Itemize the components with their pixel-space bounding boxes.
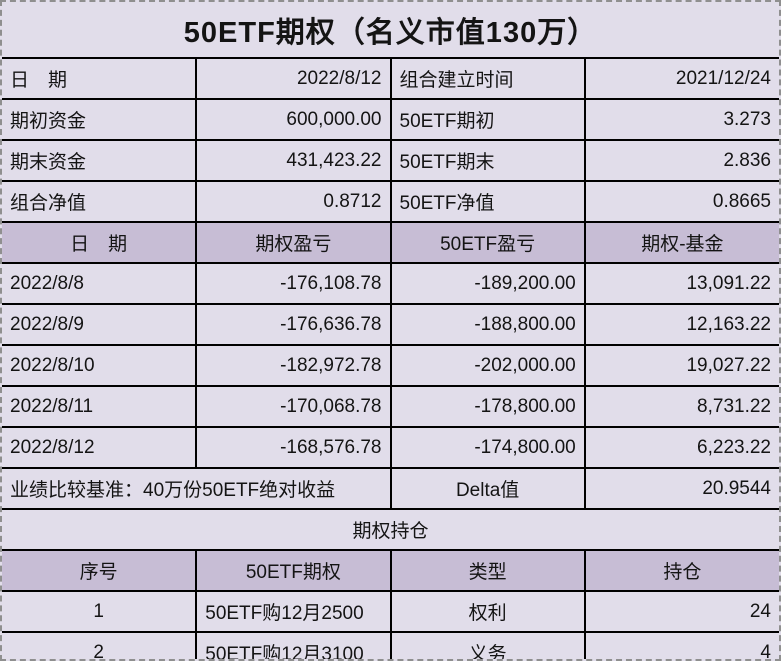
info-label: 组合净值 (2, 180, 198, 223)
daily-date-cell: 2022/8/8 (2, 262, 198, 305)
summary-row: 期末资金 431,423.22 50ETF期末 2.836 (2, 139, 779, 182)
daily-row: 2022/8/10 -182,972.78 -202,000.00 19,027… (2, 344, 779, 387)
info-value: 2.836 (583, 139, 779, 182)
option-pnl-cell: -168,576.78 (195, 426, 392, 469)
summary-row: 期初资金 600,000.00 50ETF期初 3.273 (2, 98, 779, 141)
etf-pnl-cell: -202,000.00 (389, 344, 586, 387)
daily-row: 2022/8/11 -170,068.78 -178,800.00 8,731.… (2, 385, 779, 428)
column-header-option-pnl: 期权盈亏 (195, 221, 392, 264)
holding-name-cell: 50ETF购12月2500 (195, 590, 392, 633)
page-title: 50ETF期权（名义市值130万） (2, 2, 779, 59)
info-label: 期初资金 (2, 98, 198, 141)
holdings-section-title: 期权持仓 (2, 508, 779, 551)
holding-type-cell: 权利 (389, 590, 586, 633)
info-value: 431,423.22 (195, 139, 392, 182)
info-value: 2022/8/12 (195, 57, 392, 100)
holdings-header-row: 序号 50ETF期权 类型 持仓 (2, 549, 779, 592)
benchmark-label: 业绩比较基准：40万份50ETF绝对收益 (2, 467, 392, 510)
holding-type-cell: 义务 (389, 631, 586, 659)
holding-row: 1 50ETF购12月2500 权利 24 (2, 590, 779, 633)
holding-row: 2 50ETF购12月3100 义务 4 (2, 631, 779, 659)
column-header-date: 日 期 (2, 221, 198, 264)
diff-cell: 8,731.22 (583, 385, 779, 428)
option-pnl-cell: -176,636.78 (195, 303, 392, 346)
etf-pnl-cell: -188,800.00 (389, 303, 586, 346)
diff-cell: 6,223.22 (583, 426, 779, 469)
diff-cell: 12,163.22 (583, 303, 779, 346)
daily-header-row: 日 期 期权盈亏 50ETF盈亏 期权-基金 (2, 221, 779, 264)
delta-label: Delta值 (389, 467, 586, 510)
daily-row: 2022/8/9 -176,636.78 -188,800.00 12,163.… (2, 303, 779, 346)
diff-cell: 19,027.22 (583, 344, 779, 387)
info-value: 3.273 (583, 98, 779, 141)
info-value: 2021/12/24 (583, 57, 779, 100)
holding-qty-cell: 4 (583, 631, 779, 659)
option-pnl-cell: -182,972.78 (195, 344, 392, 387)
info-label: 组合建立时间 (389, 57, 586, 100)
summary-row: 组合净值 0.8712 50ETF净值 0.8665 (2, 180, 779, 223)
column-header-no: 序号 (2, 549, 198, 592)
holding-no-cell: 1 (2, 590, 198, 633)
holding-qty-cell: 24 (583, 590, 779, 633)
info-label: 期末资金 (2, 139, 198, 182)
holdings-section-row: 期权持仓 (2, 508, 779, 551)
option-pnl-cell: -170,068.78 (195, 385, 392, 428)
daily-date-cell: 2022/8/9 (2, 303, 198, 346)
info-value: 600,000.00 (195, 98, 392, 141)
delta-value: 20.9544 (583, 467, 779, 510)
option-pnl-cell: -176,108.78 (195, 262, 392, 305)
daily-row: 2022/8/8 -176,108.78 -189,200.00 13,091.… (2, 262, 779, 305)
column-header-qty: 持仓 (583, 549, 779, 592)
diff-cell: 13,091.22 (583, 262, 779, 305)
daily-date-cell: 2022/8/12 (2, 426, 198, 469)
etf-pnl-cell: -189,200.00 (389, 262, 586, 305)
column-header-diff: 期权-基金 (583, 221, 779, 264)
summary-row: 日 期 2022/8/12 组合建立时间 2021/12/24 (2, 57, 779, 100)
holding-no-cell: 2 (2, 631, 198, 659)
etf-pnl-cell: -174,800.00 (389, 426, 586, 469)
column-header-option: 50ETF期权 (195, 549, 392, 592)
info-label: 50ETF净值 (389, 180, 586, 223)
info-label: 日 期 (2, 57, 198, 100)
daily-row: 2022/8/12 -168,576.78 -174,800.00 6,223.… (2, 426, 779, 469)
holding-name-cell: 50ETF购12月3100 (195, 631, 392, 659)
column-header-type: 类型 (389, 549, 586, 592)
benchmark-row: 业绩比较基准：40万份50ETF绝对收益 Delta值 20.9544 (2, 467, 779, 510)
etf-pnl-cell: -178,800.00 (389, 385, 586, 428)
daily-date-cell: 2022/8/11 (2, 385, 198, 428)
daily-date-cell: 2022/8/10 (2, 344, 198, 387)
title-row: 50ETF期权（名义市值130万） (2, 2, 779, 59)
info-value: 0.8665 (583, 180, 779, 223)
info-value: 0.8712 (195, 180, 392, 223)
column-header-etf-pnl: 50ETF盈亏 (389, 221, 586, 264)
info-label: 50ETF期初 (389, 98, 586, 141)
info-label: 50ETF期末 (389, 139, 586, 182)
